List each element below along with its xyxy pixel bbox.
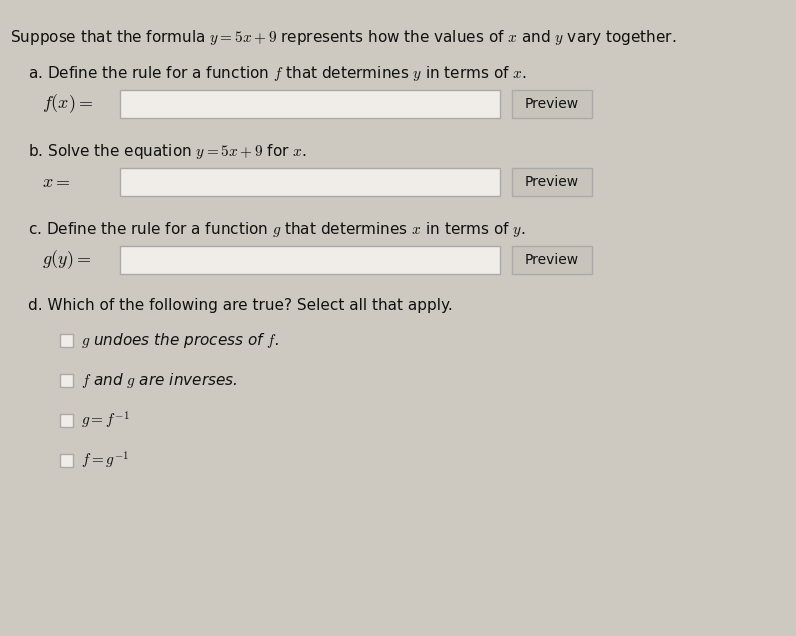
Text: $f$ and $g$ are inverses.: $f$ and $g$ are inverses. (81, 371, 237, 389)
Text: $g$ undoes the process of $f$.: $g$ undoes the process of $f$. (81, 331, 279, 350)
Text: Preview: Preview (525, 97, 579, 111)
FancyBboxPatch shape (60, 373, 73, 387)
Text: $g = f^{-1}$: $g = f^{-1}$ (81, 410, 130, 431)
FancyBboxPatch shape (512, 168, 592, 196)
Text: b. Solve the equation $y = 5x + 9$ for $x$.: b. Solve the equation $y = 5x + 9$ for $… (28, 142, 306, 161)
FancyBboxPatch shape (60, 413, 73, 427)
Text: $x =$: $x =$ (42, 173, 71, 191)
FancyBboxPatch shape (512, 246, 592, 274)
Text: d. Which of the following are true? Select all that apply.: d. Which of the following are true? Sele… (28, 298, 453, 313)
Text: Suppose that the formula $y = 5x + 9$ represents how the values of $x$ and $y$ v: Suppose that the formula $y = 5x + 9$ re… (10, 28, 677, 47)
Text: $f = g^{-1}$: $f = g^{-1}$ (81, 450, 129, 471)
Text: $g(y) =$: $g(y) =$ (42, 249, 92, 272)
Text: $f(x) =$: $f(x) =$ (42, 93, 93, 115)
FancyBboxPatch shape (60, 333, 73, 347)
FancyBboxPatch shape (120, 246, 500, 274)
FancyBboxPatch shape (120, 168, 500, 196)
FancyBboxPatch shape (60, 453, 73, 466)
Text: Preview: Preview (525, 175, 579, 189)
FancyBboxPatch shape (512, 90, 592, 118)
Text: Preview: Preview (525, 253, 579, 267)
FancyBboxPatch shape (120, 90, 500, 118)
Text: c. Define the rule for a function $g$ that determines $x$ in terms of $y$.: c. Define the rule for a function $g$ th… (28, 220, 525, 239)
Text: a. Define the rule for a function $f$ that determines $y$ in terms of $x$.: a. Define the rule for a function $f$ th… (28, 64, 527, 83)
